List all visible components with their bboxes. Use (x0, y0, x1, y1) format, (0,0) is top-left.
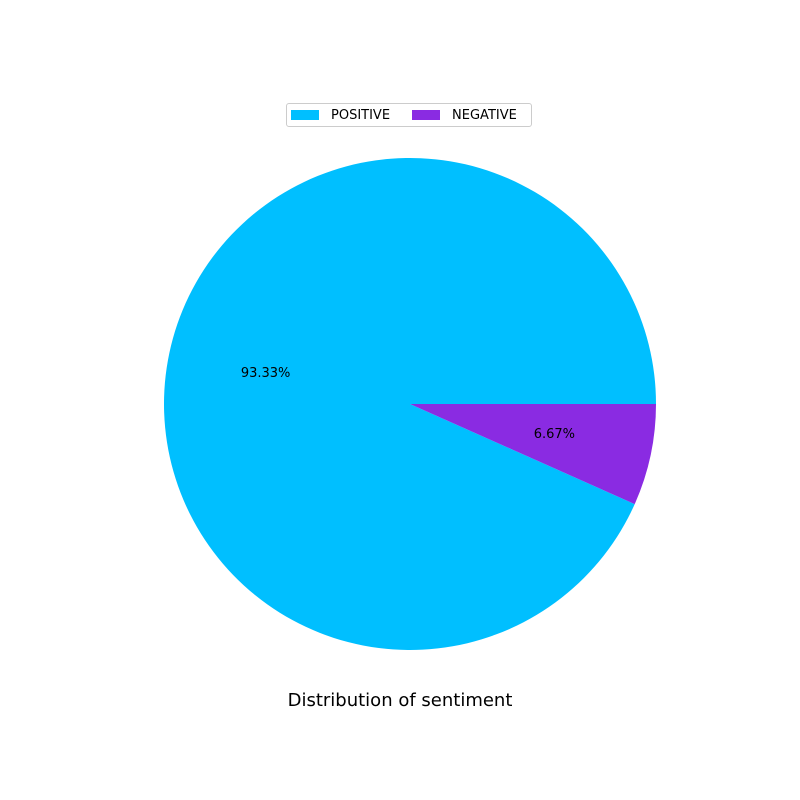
pie-percent-labels: 93.33% 6.67% (241, 366, 575, 442)
pie-slice-positive (163, 158, 657, 651)
pie-slice-negative (410, 404, 656, 505)
legend-swatch-positive (291, 110, 319, 120)
pie-slices (163, 158, 657, 651)
legend-label-negative: NEGATIVE (452, 107, 517, 123)
legend-item-negative: NEGATIVE (412, 108, 517, 123)
pie-label-positive: 93.33% (241, 366, 291, 381)
pie-label-negative: 6.67% (534, 427, 575, 442)
legend: POSITIVE NEGATIVE (286, 103, 532, 127)
legend-swatch-negative (412, 110, 441, 120)
chart-title: Distribution of sentiment (287, 690, 513, 711)
legend-item-positive: POSITIVE (291, 108, 390, 123)
legend-label-positive: POSITIVE (331, 107, 391, 123)
